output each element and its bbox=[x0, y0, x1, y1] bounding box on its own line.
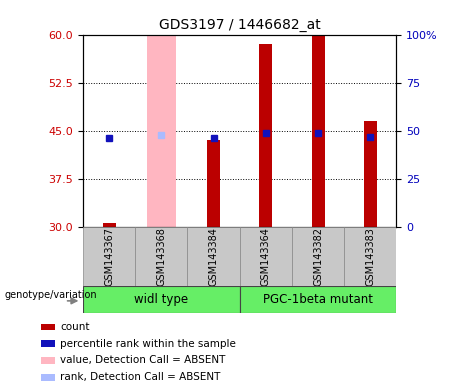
Bar bbox=[41, 323, 54, 330]
Text: GSM143367: GSM143367 bbox=[104, 227, 114, 286]
Bar bbox=[240, 286, 396, 313]
Text: GSM143368: GSM143368 bbox=[156, 227, 166, 286]
Bar bbox=[207, 140, 220, 227]
Text: PGC-1beta mutant: PGC-1beta mutant bbox=[263, 293, 373, 306]
Text: value, Detection Call = ABSENT: value, Detection Call = ABSENT bbox=[60, 356, 226, 366]
Bar bbox=[344, 227, 396, 286]
Bar bbox=[312, 35, 325, 227]
Bar bbox=[292, 227, 344, 286]
Bar bbox=[83, 286, 240, 313]
Text: count: count bbox=[60, 322, 90, 332]
Text: GSM143382: GSM143382 bbox=[313, 227, 323, 286]
Text: widl type: widl type bbox=[134, 293, 189, 306]
Bar bbox=[41, 374, 54, 381]
Bar bbox=[135, 227, 188, 286]
Bar bbox=[364, 121, 377, 227]
Bar bbox=[188, 227, 240, 286]
Title: GDS3197 / 1446682_at: GDS3197 / 1446682_at bbox=[159, 18, 320, 32]
Bar bbox=[41, 357, 54, 364]
Bar bbox=[240, 227, 292, 286]
Text: rank, Detection Call = ABSENT: rank, Detection Call = ABSENT bbox=[60, 372, 221, 382]
Text: genotype/variation: genotype/variation bbox=[4, 290, 97, 301]
Text: GSM143384: GSM143384 bbox=[208, 227, 219, 286]
Text: GSM143364: GSM143364 bbox=[261, 227, 271, 286]
Bar bbox=[41, 340, 54, 347]
Bar bbox=[147, 35, 176, 227]
Bar bbox=[83, 227, 135, 286]
Text: percentile rank within the sample: percentile rank within the sample bbox=[60, 339, 236, 349]
Bar bbox=[259, 44, 272, 227]
Bar bbox=[102, 223, 116, 227]
Text: GSM143383: GSM143383 bbox=[365, 227, 375, 286]
